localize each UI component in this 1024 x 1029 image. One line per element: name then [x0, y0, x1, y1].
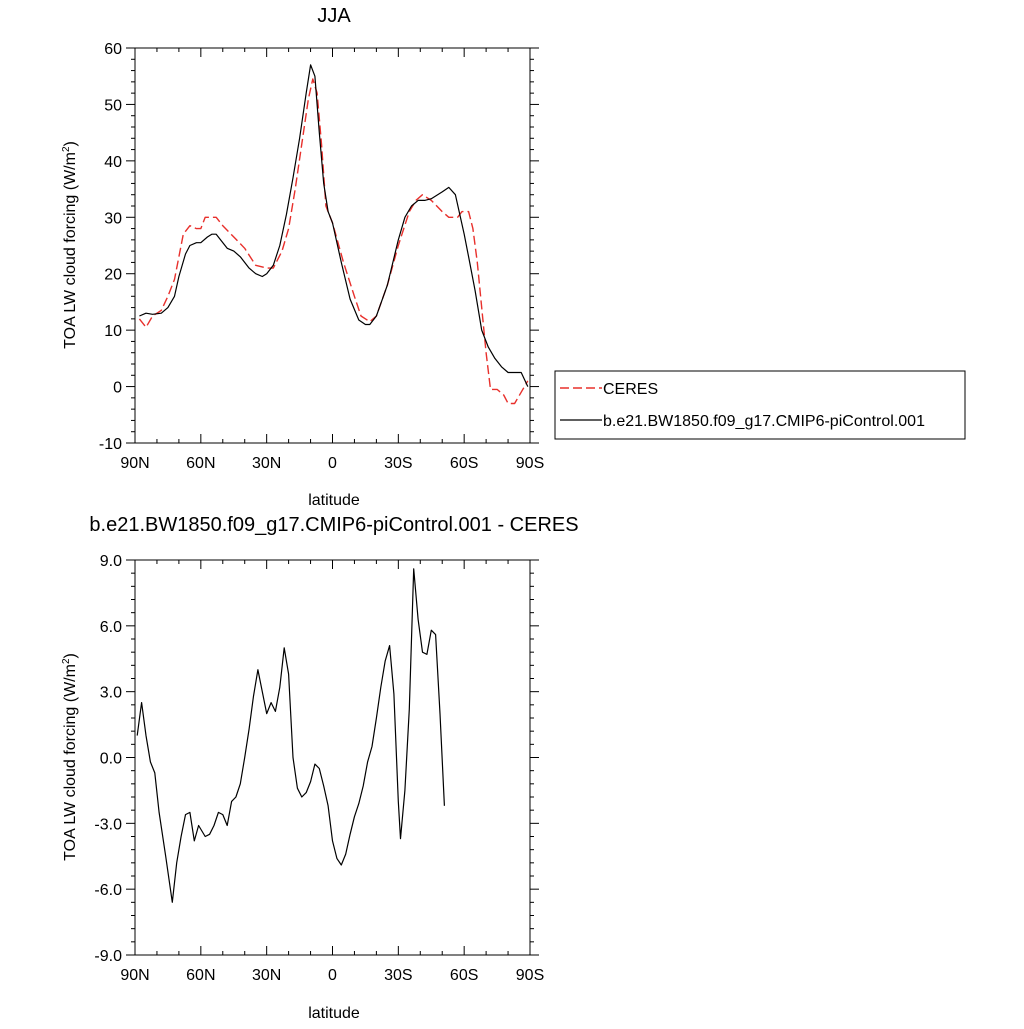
top-series-line-ceres	[138, 78, 529, 405]
bottom-axis-ticks: 90N 60N 30N 0 30S 60S 90S -9.0 -6.0 -3.0 0.0 3.0 6.0…	[94, 553, 544, 984]
top-y-tick-label: 20	[104, 267, 122, 284]
top-x-tick-label: 90S	[516, 455, 544, 472]
top-y-tick-label: 50	[104, 97, 122, 114]
bottom-y-tick-label: -6.0	[94, 882, 122, 899]
bottom-x-tick-label: 90S	[516, 967, 544, 984]
bottom-y-tick-label: 9.0	[100, 553, 122, 570]
legend-label-ceres: CERES	[603, 381, 658, 398]
top-x-axis-label: latitude	[308, 492, 360, 509]
bottom-x-tick-label: 60S	[450, 967, 478, 984]
bottom-y-tick-label: 3.0	[100, 685, 122, 702]
legend: CERES b.e21.BW1850.f09_g17.CMIP6-piContr…	[554, 370, 966, 440]
bottom-x-tick-label: 30S	[384, 967, 412, 984]
bottom-series-group	[136, 568, 445, 903]
bottom-y-tick-label: -9.0	[94, 948, 122, 965]
legend-box	[554, 370, 966, 440]
top-series-group	[138, 64, 529, 405]
bottom-y-tick-label: 0.0	[100, 751, 122, 768]
top-axis-ticks: 90N 60N 30N 0 30S 60S 90S -10 0 10 20 30 40 50 60	[99, 41, 544, 472]
top-series-line-model	[139, 64, 529, 387]
bottom-x-tick-label: 30N	[252, 967, 281, 984]
bottom-y-tick-label: -3.0	[94, 816, 122, 833]
bottom-x-tick-label: 90N	[120, 967, 149, 984]
bottom-y-tick-label: 6.0	[100, 619, 122, 636]
bottom-x-axis-label: latitude	[308, 1005, 360, 1022]
top-y-tick-label: 0	[113, 380, 122, 397]
top-y-tick-label: 60	[104, 41, 122, 58]
top-y-tick-label: 40	[104, 154, 122, 171]
bottom-series-line-difference	[136, 568, 445, 903]
top-panel: JJA 90N 60N 30N 0 30S 60S 90S-100102030405060 …	[61, 5, 966, 509]
top-y-tick-label: 30	[104, 210, 122, 227]
top-y-tick-label: -10	[99, 436, 122, 453]
top-y-axis-label-main: TOA LW cloud forcing (W/m	[62, 152, 79, 349]
bottom-x-tick-label: 0	[328, 967, 337, 984]
top-x-tick-label: 30S	[384, 455, 412, 472]
top-y-axis-label-superscript: 2	[61, 146, 72, 152]
top-x-tick-label: 0	[328, 455, 337, 472]
bottom-x-tick-label: 60N	[186, 967, 215, 984]
top-panel-title: JJA	[317, 5, 351, 27]
top-x-tick-label: 30N	[252, 455, 281, 472]
bottom-y-axis-label-end: )	[62, 653, 79, 658]
bottom-panel-title: b.e21.BW1850.f09_g17.CMIP6-piControl.001…	[89, 514, 578, 536]
top-y-axis-label: TOA LW cloud forcing (W/m2)	[61, 141, 79, 349]
bottom-y-axis-label: TOA LW cloud forcing (W/m2)	[61, 653, 79, 861]
bottom-panel: b.e21.BW1850.f09_g17.CMIP6-piControl.001…	[61, 514, 579, 1022]
legend-label-model: b.e21.BW1850.f09_g17.CMIP6-piControl.001	[603, 413, 925, 430]
bottom-y-axis-label-superscript: 2	[61, 658, 72, 664]
top-x-tick-label: 90N	[120, 455, 149, 472]
bottom-y-axis-label-main: TOA LW cloud forcing (W/m	[62, 664, 79, 861]
top-y-axis-label-end: )	[62, 141, 79, 146]
top-x-tick-label: 60N	[186, 455, 215, 472]
top-y-tick-label: 10	[104, 323, 122, 340]
top-x-tick-label: 60S	[450, 455, 478, 472]
